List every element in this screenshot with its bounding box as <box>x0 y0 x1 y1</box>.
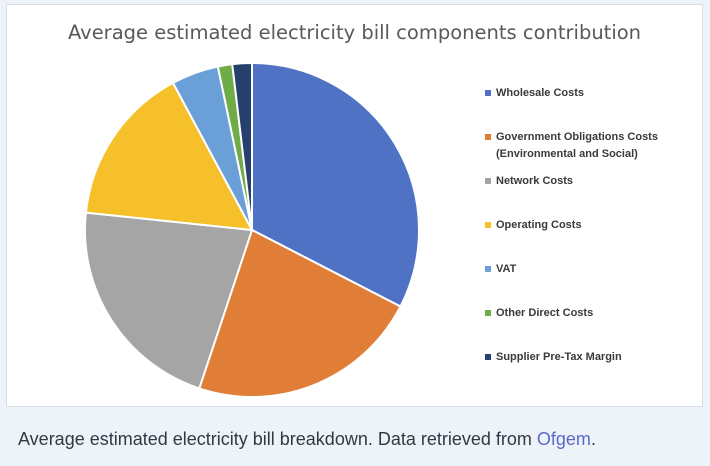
pie-slice-operating-costs <box>84 81 254 232</box>
legend-label: Other Direct Costs <box>496 307 594 319</box>
pie-slice-supplier-pre-tax-margin <box>231 61 253 231</box>
legend-item-network-costs: Network Costs <box>485 173 573 190</box>
legend-swatch <box>485 310 491 316</box>
legend-label: Government Obligations Costs (Environmen… <box>496 131 658 160</box>
pie-chart <box>84 61 420 398</box>
pie-slice-wholesale-costs <box>251 61 420 308</box>
caption-end: . <box>590 429 596 449</box>
legend-item-operating-costs: Operating Costs <box>485 217 582 234</box>
legend-item-government-obligations-costs-environmental-and-social: Government Obligations Costs (Environmen… <box>485 129 658 163</box>
legend-swatch <box>485 90 491 96</box>
legend-label: Wholesale Costs <box>496 87 585 99</box>
chart-legend: Wholesale Costs Government Obligations Co… <box>485 5 710 408</box>
legend-item-wholesale-costs: Wholesale Costs <box>485 85 584 102</box>
ofgem-link[interactable]: Ofgem <box>536 429 591 449</box>
legend-item-vat: VAT <box>485 261 516 278</box>
legend-label: VAT <box>496 263 517 275</box>
legend-label: Network Costs <box>496 175 574 187</box>
caption-text: Average estimated electricity bill break… <box>18 429 537 449</box>
legend-label: Supplier Pre-Tax Margin <box>496 351 622 363</box>
pie-slice-government-obligations-costs-environmental-and-social <box>197 228 402 398</box>
pie-slice-network-costs <box>84 211 254 390</box>
chart-title: Average estimated electricity bill compo… <box>67 21 642 44</box>
legend-swatch <box>485 222 491 228</box>
figure-caption: Average estimated electricity bill break… <box>18 429 596 450</box>
legend-label: Operating Costs <box>496 219 582 231</box>
legend-swatch <box>485 134 491 140</box>
legend-swatch <box>485 266 491 272</box>
chart-figure: Average estimated electricity bill compo… <box>6 4 703 407</box>
legend-swatch <box>485 354 491 360</box>
legend-item-supplier-pre-tax-margin: Supplier Pre-Tax Margin <box>485 349 622 366</box>
legend-item-other-direct-costs: Other Direct Costs <box>485 305 593 322</box>
legend-swatch <box>485 178 491 184</box>
